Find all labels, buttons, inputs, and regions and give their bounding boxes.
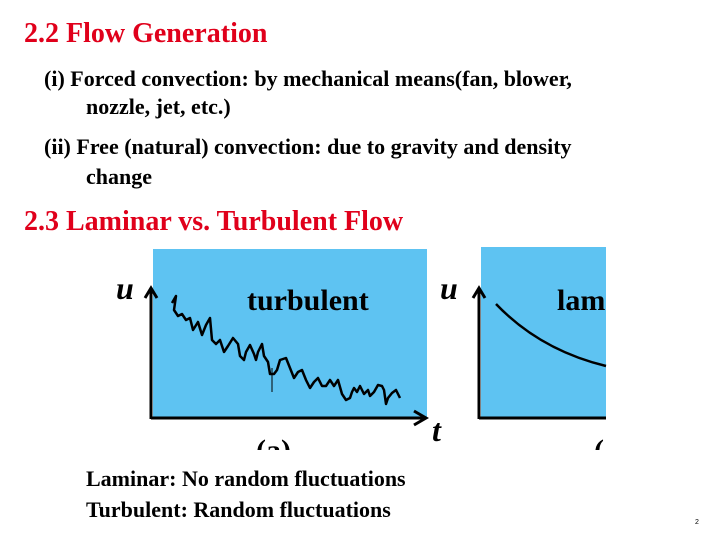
definition-turbulent: Turbulent: Random fluctuations (86, 497, 391, 522)
laminar-label: lam (557, 284, 606, 317)
turbulent-y-axis-label: u (116, 270, 134, 306)
section-heading-flow-generation: 2.2 Flow Generation (24, 18, 268, 49)
item-free-convection-line1: (ii) Free (natural) convection: due to g… (44, 134, 572, 159)
laminar-y-axis-label: u (440, 270, 458, 306)
definition-laminar: Laminar: No random fluctuations (86, 466, 406, 491)
laminar-caption: ( (594, 434, 604, 450)
laminar-panel-background (481, 247, 606, 417)
item-forced-convection-line2: nozzle, jet, etc.) (86, 94, 231, 119)
turbulent-caption: (a) (256, 434, 291, 450)
turbulent-panel-background (153, 249, 427, 417)
item-free-convection-line2: change (86, 164, 152, 189)
item-forced-convection-line1: (i) Forced convection: by mechanical mea… (44, 66, 572, 91)
section-heading-laminar-vs-turbulent: 2.3 Laminar vs. Turbulent Flow (24, 206, 404, 237)
page-number: 2 (695, 519, 699, 526)
turbulent-x-axis-label: t (432, 412, 441, 448)
turbulent-label: turbulent (247, 284, 369, 317)
